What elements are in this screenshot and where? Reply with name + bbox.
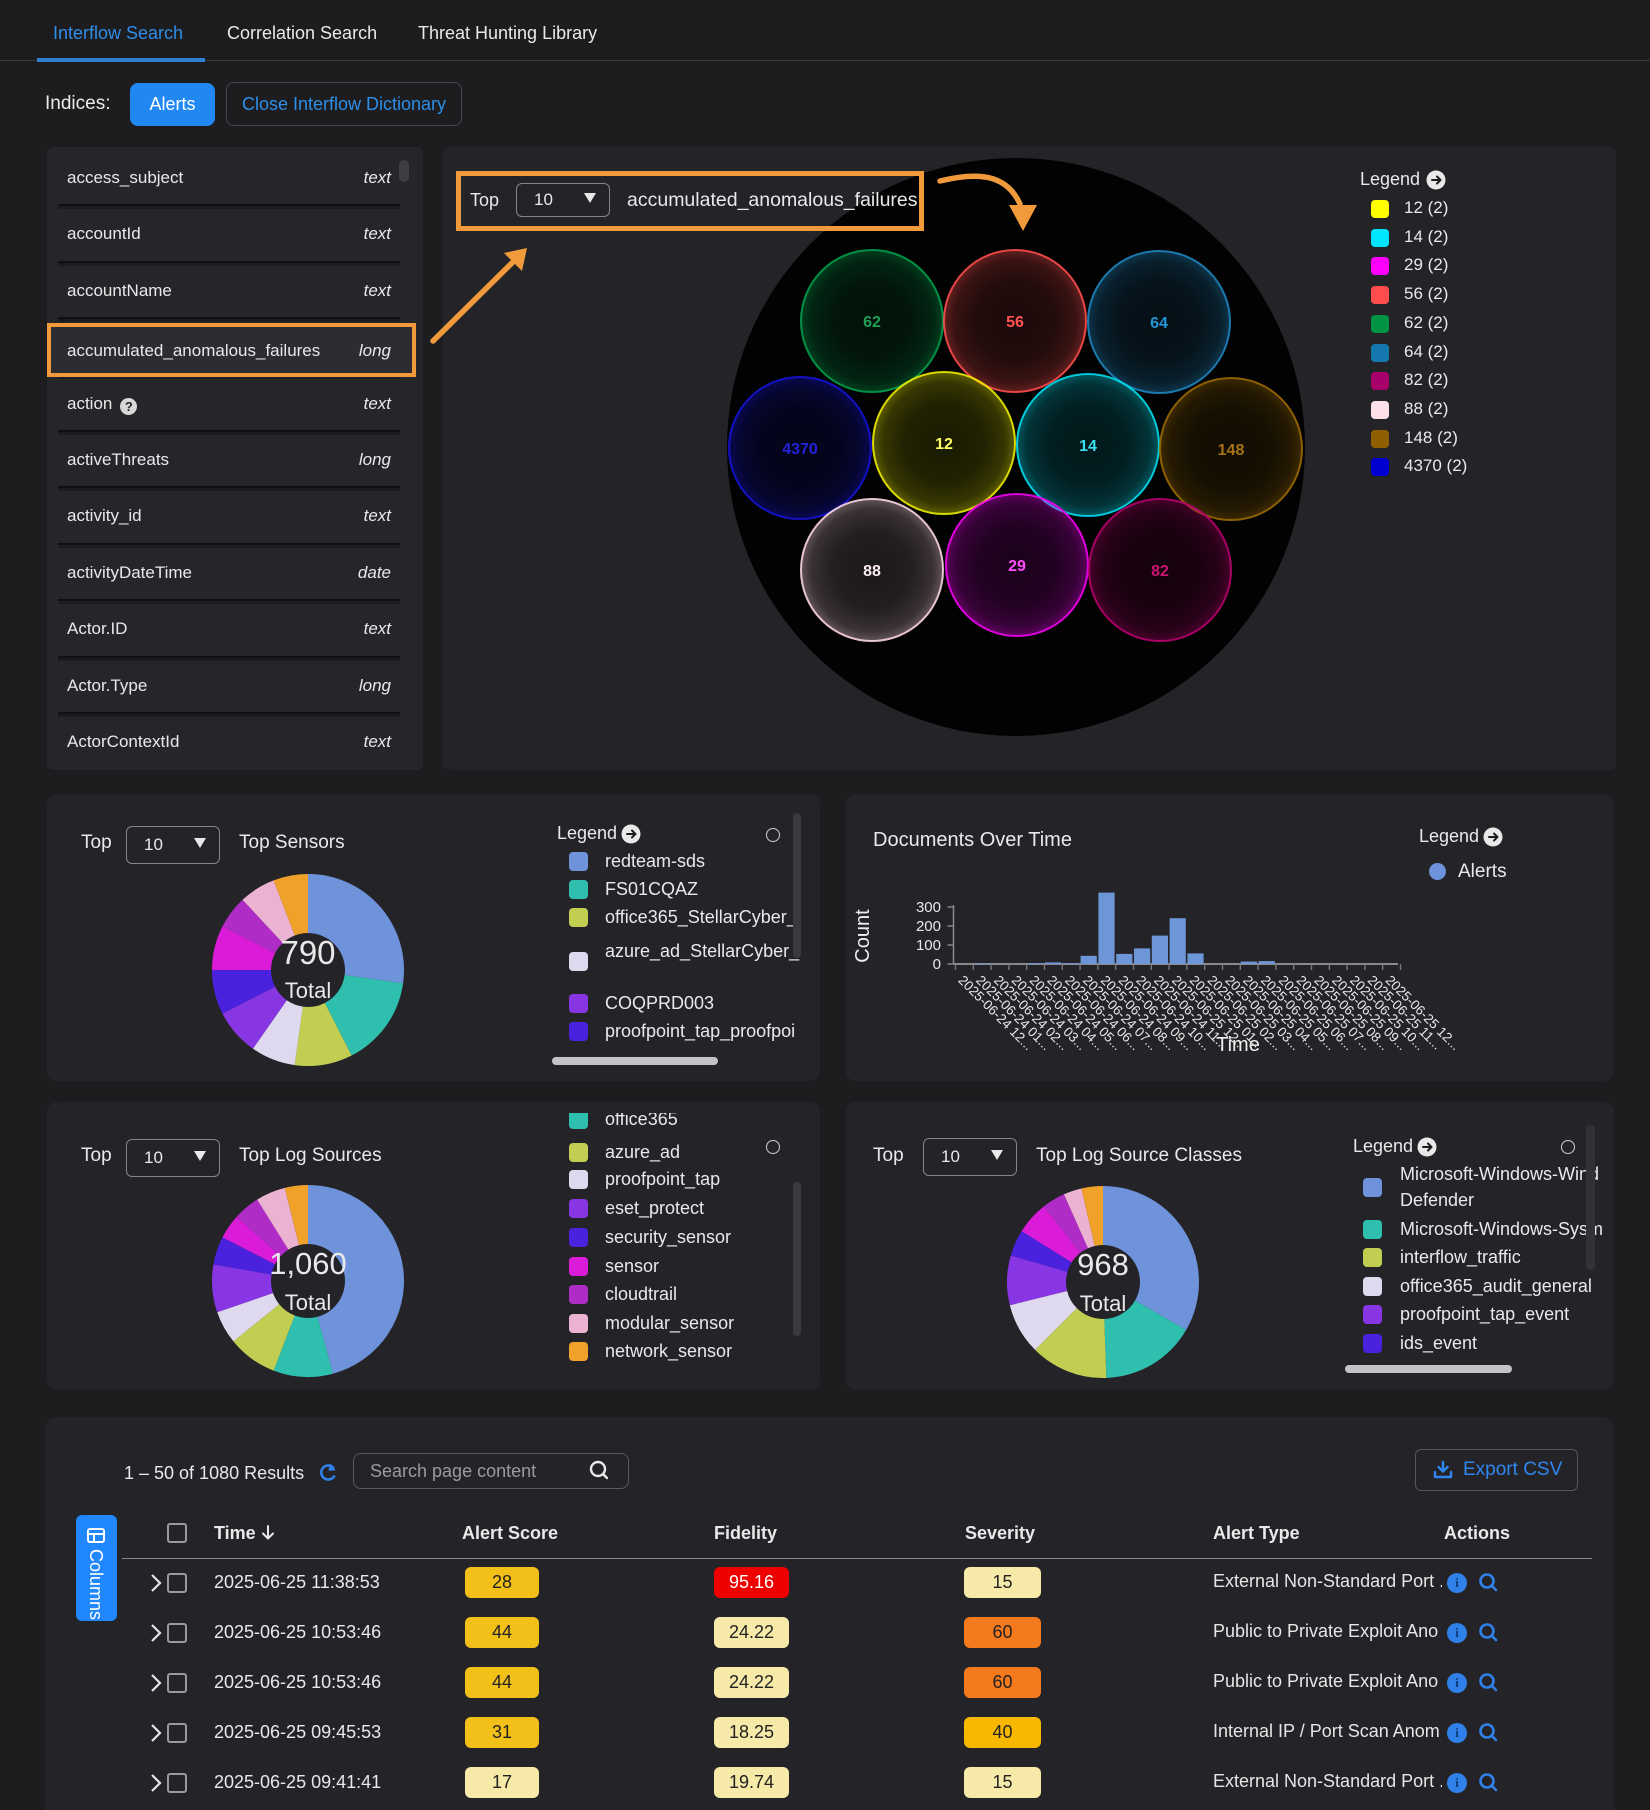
svg-text:82: 82	[1151, 563, 1169, 580]
svg-text:4370: 4370	[782, 441, 818, 458]
svg-text:300: 300	[916, 899, 941, 916]
svg-text:Time: Time	[1216, 1034, 1260, 1056]
svg-text:0: 0	[933, 956, 941, 973]
svg-text:14: 14	[1079, 438, 1097, 455]
svg-text:12: 12	[935, 436, 953, 453]
svg-text:29: 29	[1008, 558, 1026, 575]
svg-text:64: 64	[1150, 315, 1168, 332]
svg-text:62: 62	[863, 314, 881, 331]
svg-text:88: 88	[863, 563, 881, 580]
svg-text:Count: Count	[852, 909, 874, 963]
svg-text:56: 56	[1006, 314, 1024, 331]
svg-text:148: 148	[1218, 442, 1245, 459]
svg-text:200: 200	[916, 918, 941, 935]
svg-text:100: 100	[916, 937, 941, 954]
